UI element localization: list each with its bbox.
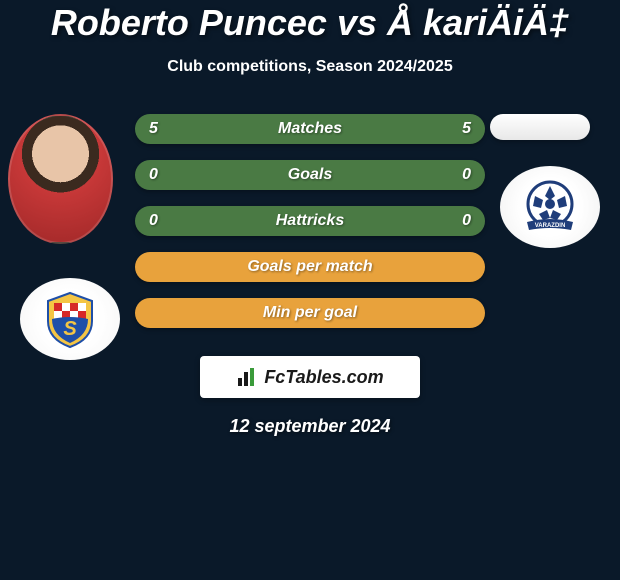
stat-value-left: 0 <box>149 166 173 184</box>
stat-bars: 5Matches50Goals00Hattricks0Goals per mat… <box>135 114 485 328</box>
stat-label: Matches <box>173 120 447 138</box>
generated-date: 12 september 2024 <box>0 416 620 437</box>
stat-value-right: 0 <box>447 212 471 230</box>
shield-icon: S <box>40 289 100 349</box>
stat-label: Goals per match <box>173 258 447 276</box>
player-right-avatar <box>490 114 590 140</box>
stat-value-left: 0 <box>149 212 173 230</box>
club-emblem-icon: VARAZDIN <box>519 176 581 238</box>
attribution-badge: FcTables.com <box>200 356 420 398</box>
comparison-body: S VARAZDIN 5Matches50Goals00Hattricks0Go… <box>0 114 620 328</box>
stat-label: Goals <box>173 166 447 184</box>
attribution-text: FcTables.com <box>264 367 383 388</box>
stat-label: Hattricks <box>173 212 447 230</box>
stat-value-right: 5 <box>447 120 471 138</box>
bars-icon <box>236 366 258 388</box>
comparison-subtitle: Club competitions, Season 2024/2025 <box>0 58 620 76</box>
comparison-title: Roberto Puncec vs Å kariÄiÄ‡ <box>0 0 620 44</box>
stat-value-right: 0 <box>447 166 471 184</box>
stat-value-left: 5 <box>149 120 173 138</box>
svg-text:S: S <box>63 318 77 340</box>
stat-bar: 0Hattricks0 <box>135 206 485 236</box>
player-left-club-badge: S <box>20 278 120 360</box>
stat-label: Min per goal <box>173 304 447 322</box>
stat-bar: 5Matches5 <box>135 114 485 144</box>
stat-bar: 0Goals0 <box>135 160 485 190</box>
stat-bar: Goals per match <box>135 252 485 282</box>
player-right-club-badge: VARAZDIN <box>500 166 600 248</box>
svg-text:VARAZDIN: VARAZDIN <box>535 223 566 229</box>
stat-bar: Min per goal <box>135 298 485 328</box>
player-left-avatar <box>8 114 113 244</box>
